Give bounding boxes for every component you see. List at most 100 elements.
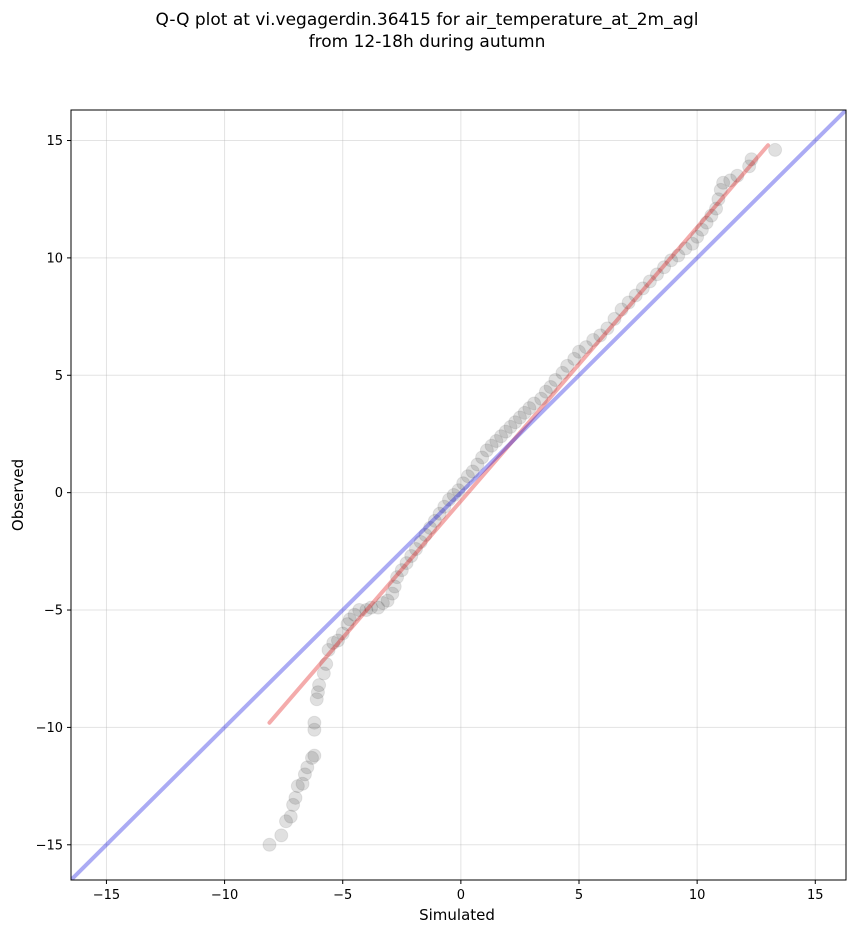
data-point [290, 779, 305, 794]
data-point [548, 372, 563, 387]
data-point [352, 603, 367, 618]
data-point [330, 633, 345, 648]
data-point [364, 600, 379, 615]
data-point [694, 222, 709, 237]
data-point [380, 593, 395, 608]
data-point [642, 274, 657, 289]
fit-line [267, 143, 771, 725]
data-point [494, 429, 509, 444]
data-point [723, 173, 738, 188]
data-point [427, 513, 442, 528]
data-point [657, 260, 672, 275]
data-point [614, 302, 629, 317]
data-point [460, 469, 475, 484]
data-point [498, 424, 513, 439]
data-point [442, 492, 457, 507]
data-point [742, 159, 757, 174]
data-point [399, 556, 414, 571]
data-point [586, 333, 601, 348]
data-point [309, 692, 324, 707]
data-point [262, 837, 277, 852]
data-point [470, 457, 485, 472]
data-point [664, 253, 679, 268]
data-point [685, 236, 700, 251]
data-point [390, 570, 405, 585]
chart-title-line-2: from 12-18h during autumn [308, 32, 546, 52]
data-point [387, 579, 402, 594]
data-point [375, 595, 390, 610]
data-point [310, 685, 325, 700]
data-points [262, 142, 783, 852]
data-point [489, 434, 504, 449]
y-axis-label: Observed [9, 459, 27, 531]
data-point [283, 809, 298, 824]
data-point [371, 600, 386, 615]
data-point [593, 328, 608, 343]
chart-title-line-1: Q-Q plot at vi.vegagerdin.36415 for air_… [155, 10, 699, 30]
data-point [534, 391, 549, 406]
data-point [690, 229, 705, 244]
data-point [342, 612, 357, 627]
plot-frame [70, 109, 847, 881]
x-tick-label: −5 [333, 888, 352, 903]
y-tick-label: −5 [44, 604, 63, 619]
x-tick-label: 5 [575, 888, 583, 903]
y-tick-label: −10 [36, 721, 63, 736]
data-point [512, 410, 527, 425]
x-tick-label: 15 [807, 888, 824, 903]
data-point [347, 607, 362, 622]
data-point [279, 814, 294, 829]
data-point [394, 563, 409, 578]
x-axis-label: Simulated [419, 906, 495, 924]
data-point [335, 626, 350, 641]
data-point [413, 534, 428, 549]
reference-lines [71, 110, 846, 880]
data-point [319, 657, 334, 672]
data-point [385, 586, 400, 601]
data-point [711, 192, 726, 207]
data-point [288, 790, 303, 805]
data-point [768, 142, 783, 157]
data-point [418, 527, 433, 542]
data-point [527, 396, 542, 411]
x-tick-label: −15 [93, 888, 120, 903]
data-point [600, 321, 615, 336]
data-point [321, 642, 336, 657]
data-point [572, 344, 587, 359]
grid [71, 110, 846, 880]
data-point [286, 797, 301, 812]
data-point [730, 168, 745, 183]
data-point [579, 340, 594, 355]
x-tick-label: −10 [211, 888, 238, 903]
data-point [522, 401, 537, 416]
data-point [635, 281, 650, 296]
data-point [517, 405, 532, 420]
data-point [555, 365, 570, 380]
data-point [503, 419, 518, 434]
data-point [716, 175, 731, 190]
data-point [340, 617, 355, 632]
data-point [699, 215, 714, 230]
x-tick-label: 10 [689, 888, 706, 903]
data-point [678, 241, 693, 256]
data-point [307, 748, 322, 763]
data-point [508, 415, 523, 430]
data-point [307, 715, 322, 730]
data-point [671, 248, 686, 263]
data-point [543, 380, 558, 395]
axis-ticks: −15 −10 −5 0 5 10 15 −15 −10 −5 0 5 10 15 [36, 134, 824, 903]
data-point [744, 152, 759, 167]
data-point [404, 549, 419, 564]
data-point [446, 488, 461, 502]
identity-line [71, 110, 846, 880]
y-tick-label: 10 [46, 251, 63, 266]
data-point [621, 295, 636, 310]
data-point [408, 541, 423, 556]
data-point [567, 351, 582, 366]
data-point [451, 483, 466, 498]
y-tick-label: 15 [46, 134, 63, 149]
data-point [437, 499, 452, 514]
data-point [456, 476, 471, 491]
data-point [704, 208, 719, 223]
